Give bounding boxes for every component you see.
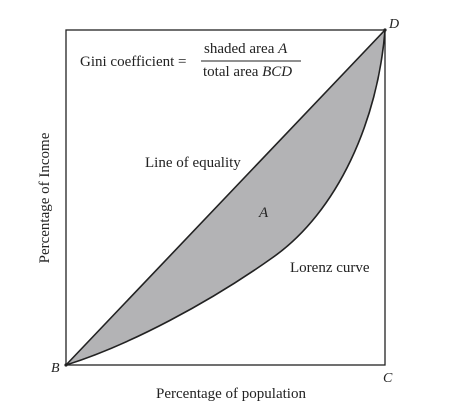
x-axis-title: Percentage of population: [156, 386, 306, 402]
formula-denominator-var: BCD: [262, 64, 292, 80]
corner-d-point: [383, 28, 387, 32]
y-axis-title: Percentage of Income: [37, 132, 53, 263]
formula-denominator: total area BCD: [203, 64, 292, 80]
formula-denominator-text: total area: [203, 64, 262, 80]
formula-numerator-text: shaded area: [204, 41, 278, 57]
plot-frame: [65, 29, 386, 366]
corner-b-point: [64, 363, 68, 367]
label-line-of-equality: Line of equality: [145, 155, 241, 171]
formula-numerator-var: A: [277, 41, 288, 57]
label-corner-d: D: [388, 17, 399, 32]
label-corner-b: B: [51, 361, 60, 376]
label-corner-c: C: [383, 371, 393, 386]
lorenz-curve: [65, 29, 386, 366]
formula-lhs: Gini coefficient =: [80, 54, 186, 70]
label-area-a: A: [258, 205, 269, 221]
line-of-equality: [65, 29, 386, 366]
formula-numerator: shaded area A: [204, 41, 288, 57]
label-lorenz-curve: Lorenz curve: [290, 260, 370, 276]
